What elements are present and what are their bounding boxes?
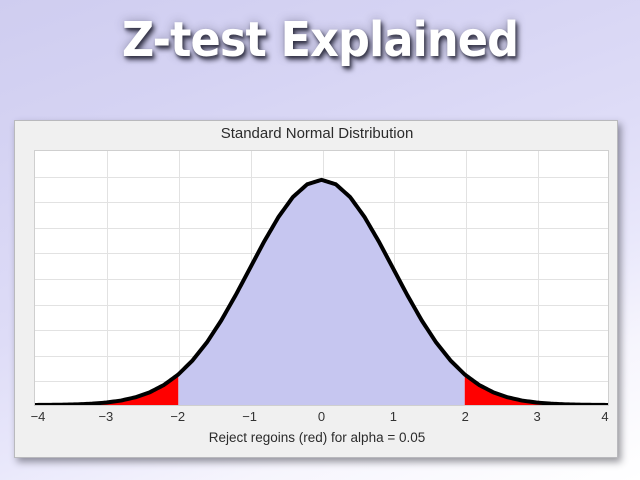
x-tick-label: 1: [389, 409, 397, 424]
x-tick-label: 4: [601, 409, 609, 424]
gridline-vertical: [179, 151, 180, 405]
x-tick-label: −1: [242, 409, 258, 424]
x-axis-tick-labels: −4 −3 −2 −1 0 1 2 3 4: [30, 409, 609, 427]
chart-card: Standard Normal Distribution −4 −3 −2 −1 0 1 2…: [14, 120, 618, 458]
shaded-regions: [35, 179, 608, 405]
gridline-vertical: [107, 151, 108, 405]
x-tick-label: 0: [317, 409, 326, 424]
x-axis-label: Reject regoins (red) for alpha = 0.05: [208, 430, 426, 445]
x-tick-label: −4: [30, 409, 46, 424]
plot-area: [34, 150, 609, 406]
curve-path: [35, 177, 608, 405]
x-tick-label: −2: [170, 409, 186, 424]
normal-distribution-curve: [35, 177, 608, 405]
x-tick-label: 3: [533, 409, 541, 424]
x-tick-label: 2: [461, 409, 469, 424]
page-title: Z-test Explained: [121, 12, 519, 68]
gridline-vertical: [538, 151, 539, 405]
left-reject-region: [35, 374, 179, 405]
gridline-vertical: [466, 151, 467, 405]
gridline-horizontal: [35, 177, 608, 178]
right-reject-region: [464, 374, 608, 405]
acceptance-region: [178, 179, 465, 405]
x-tick-label: −3: [98, 409, 114, 424]
chart-title: Standard Normal Distribution: [220, 125, 414, 142]
